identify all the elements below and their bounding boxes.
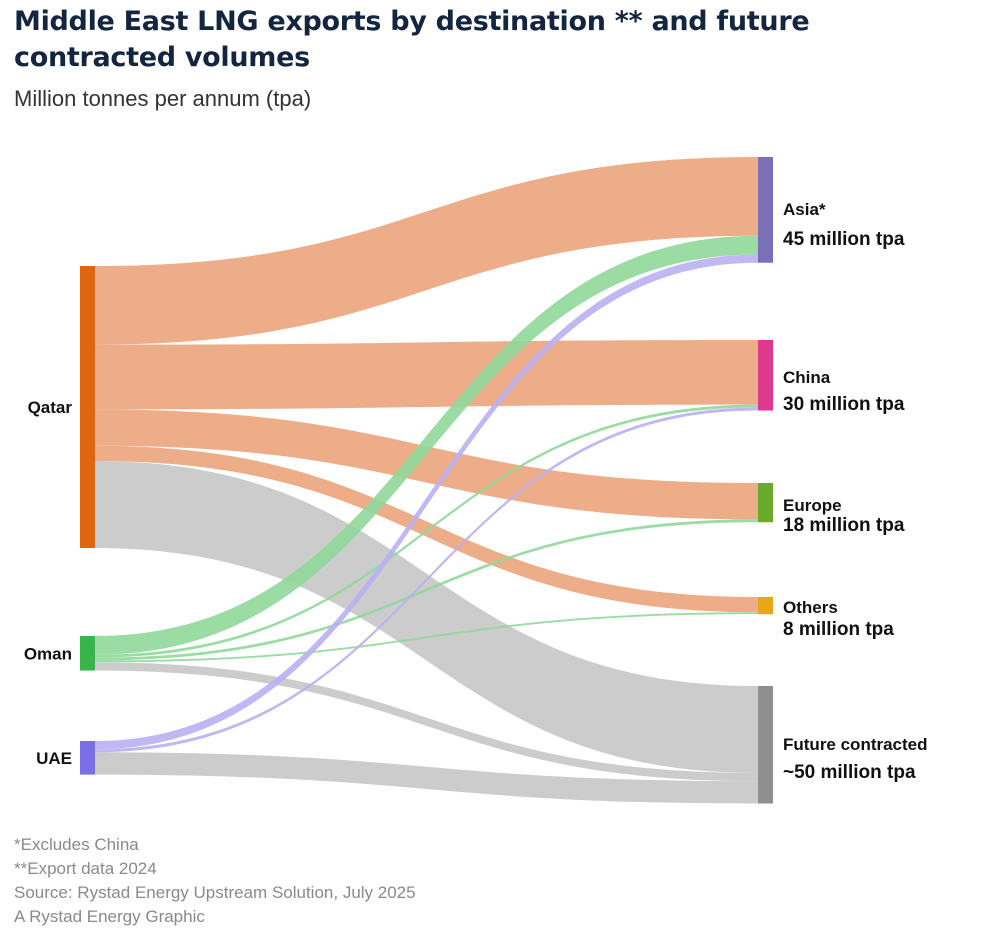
sankey-nodes xyxy=(80,157,773,804)
node-label-uae: UAE xyxy=(36,749,72,768)
chart-subtitle: Million tonnes per annum (tpa) xyxy=(14,86,312,111)
node-qatar xyxy=(80,266,95,548)
flow-qatar-to-asia xyxy=(95,157,758,345)
node-value-future: ~50 million tpa xyxy=(783,762,916,783)
flow-qatar-to-europe xyxy=(95,409,758,520)
flow-uae-to-china xyxy=(95,407,758,753)
sankey-flows xyxy=(95,157,758,804)
flow-uae-to-asia xyxy=(95,254,758,750)
node-label-asia: Asia* xyxy=(783,200,826,219)
node-value-asia: 45 million tpa xyxy=(783,229,905,250)
footnote-excludes-china: *Excludes China xyxy=(14,835,139,854)
node-value-europe: 18 million tpa xyxy=(783,515,905,536)
sankey-labels: Qatar Oman UAE Asia* 45 million tpa China 30 m… xyxy=(24,200,928,783)
flow-qatar-to-others xyxy=(95,445,758,613)
node-value-others: 8 million tpa xyxy=(783,619,894,640)
node-value-china: 30 million tpa xyxy=(783,394,905,415)
flow-oman-to-others xyxy=(95,612,758,663)
flow-qatar-to-china xyxy=(95,340,758,410)
node-label-future: Future contracted xyxy=(783,735,928,754)
node-asia xyxy=(758,157,773,263)
node-oman xyxy=(80,636,95,671)
footnote-source: Source: Rystad Energy Upstream Solution,… xyxy=(14,883,416,902)
node-label-china: China xyxy=(783,368,831,387)
chart-title-line-1: Middle East LNG exports by destination *… xyxy=(14,6,810,37)
flow-uae-to-future xyxy=(95,752,758,804)
node-europe xyxy=(758,483,773,523)
node-label-europe: Europe xyxy=(783,496,842,515)
flow-oman-to-europe xyxy=(95,519,758,661)
node-others xyxy=(758,597,773,615)
node-label-others: Others xyxy=(783,598,838,617)
chart-title-line-2: contracted volumes xyxy=(14,42,310,73)
node-label-qatar: Qatar xyxy=(28,398,73,417)
node-china xyxy=(758,340,773,411)
flow-oman-to-future xyxy=(95,662,758,782)
node-label-oman: Oman xyxy=(24,644,72,663)
flow-oman-to-asia xyxy=(95,235,758,655)
node-uae xyxy=(80,741,95,775)
footnote-export-data: **Export data 2024 xyxy=(14,859,157,878)
node-future xyxy=(758,686,773,804)
footnote-credit: A Rystad Energy Graphic xyxy=(14,907,205,926)
flow-oman-to-china xyxy=(95,404,758,658)
flow-qatar-to-future xyxy=(95,461,758,773)
